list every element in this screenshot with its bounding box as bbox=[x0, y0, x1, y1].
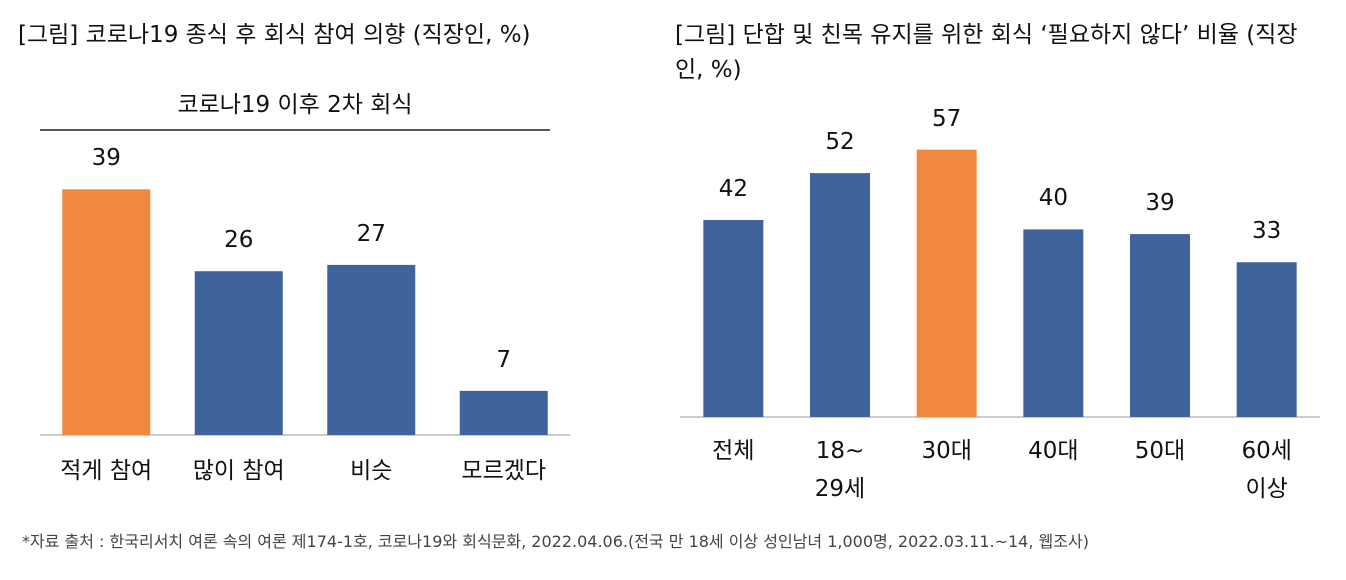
x-tick-label: 18~ 29세 bbox=[814, 438, 866, 502]
chart-title: [그림] 코로나19 종식 후 회식 참여 의향 (직장인, %) bbox=[18, 22, 531, 48]
bar bbox=[703, 220, 764, 417]
bar bbox=[62, 189, 151, 435]
x-tick-label: 전체 bbox=[712, 438, 755, 464]
x-tick-label: 비슷 bbox=[350, 458, 393, 484]
x-tick-label: 적게 참여 bbox=[60, 458, 153, 484]
x-tick-label: 모르겠다 bbox=[461, 458, 547, 484]
value-label: 39 bbox=[1145, 190, 1175, 217]
source-note: *자료 출처 : 한국리서치 여론 속의 여론 제174-1호, 코로나19와 … bbox=[22, 532, 1089, 551]
bar bbox=[194, 271, 283, 435]
value-label: 26 bbox=[224, 227, 254, 254]
value-label: 42 bbox=[718, 176, 748, 203]
x-tick-label: 30대 bbox=[921, 438, 972, 464]
bar bbox=[810, 173, 870, 417]
value-label: 40 bbox=[1038, 185, 1068, 212]
chart-title: [그림] 단합 및 친목 유지를 위한 회식 ‘필요하지 않다’ 비율 (직장인… bbox=[675, 22, 1298, 83]
x-tick-label: 40대 bbox=[1028, 438, 1079, 464]
value-label: 57 bbox=[932, 105, 962, 132]
value-label: 7 bbox=[496, 346, 512, 373]
bar bbox=[327, 264, 416, 435]
x-tick-label: 많이 참여 bbox=[192, 458, 285, 484]
x-tick-label: 50대 bbox=[1134, 438, 1186, 464]
bar bbox=[1236, 262, 1297, 417]
chart-subtitle: 코로나19 이후 2차 회식 bbox=[177, 92, 413, 118]
bar bbox=[916, 149, 977, 418]
bar bbox=[1130, 234, 1190, 417]
x-tick-label: 60세 이상 bbox=[1241, 438, 1292, 502]
value-label: 27 bbox=[356, 220, 386, 247]
value-label: 52 bbox=[825, 129, 855, 156]
bar bbox=[459, 390, 548, 435]
value-label: 33 bbox=[1252, 218, 1282, 245]
bar bbox=[1023, 229, 1084, 417]
value-label: 39 bbox=[91, 145, 121, 172]
